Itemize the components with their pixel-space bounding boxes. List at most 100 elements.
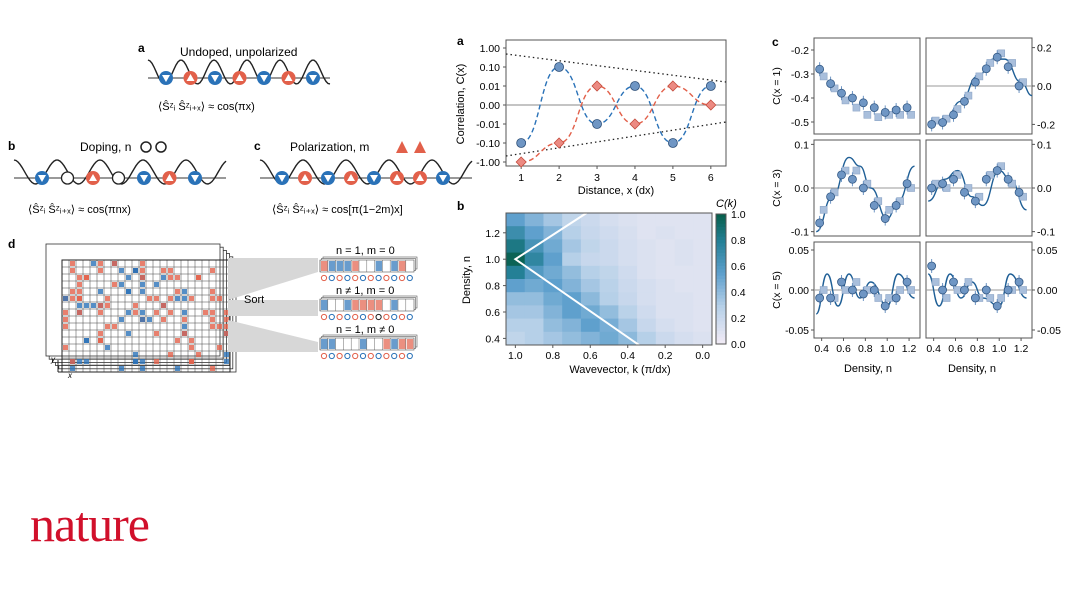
data-point-circle	[938, 118, 947, 127]
data-point-square	[885, 206, 894, 214]
strip-site	[367, 300, 375, 310]
heatmap-cell	[674, 279, 694, 293]
strip-site	[328, 261, 336, 271]
spin-arrow	[89, 174, 97, 181]
spin-up-icon	[396, 141, 408, 153]
heatmap-cell	[655, 305, 676, 320]
heatmap-cell	[580, 226, 601, 240]
colorbar-frame	[715, 213, 727, 345]
data-point-square	[852, 166, 861, 175]
data-point-square	[907, 111, 915, 119]
strip-spin-marker	[336, 274, 343, 282]
heatmap-cell	[506, 213, 526, 227]
site-occupation	[182, 324, 187, 329]
data-point-circle	[949, 110, 958, 120]
strip-spin-marker	[391, 313, 398, 321]
spin-arrow	[278, 175, 286, 182]
strip-spin-marker	[352, 274, 359, 282]
heatmap-cell	[693, 213, 713, 227]
data-point-circle	[1003, 285, 1013, 295]
heatmap-cell	[618, 252, 638, 267]
site-occupation	[119, 282, 124, 287]
hole-circle	[60, 171, 75, 185]
y-tick-label: 0.6	[485, 307, 500, 319]
x-tick-label: 6	[708, 172, 714, 184]
site-occupation	[70, 289, 75, 294]
heatmap-cell	[655, 292, 676, 306]
spin-row-b	[35, 171, 202, 185]
panel: -0.2 -0.3 -0.4 -0.5 C(x = 1)	[771, 37, 921, 135]
site-occupation	[175, 296, 180, 301]
colorbar-label: C(k)	[716, 198, 737, 210]
site-occupation	[84, 359, 89, 364]
data-point-circle	[826, 79, 835, 88]
site-occupation	[154, 310, 159, 315]
spin-down-icon	[257, 71, 271, 85]
strip-spin-marker	[406, 274, 413, 282]
x-tick-label: 0.6	[836, 343, 851, 355]
spin-down-icon	[321, 171, 335, 185]
y-tick-label: -0.05	[1037, 325, 1061, 337]
data-point-circle	[837, 170, 846, 180]
data-point-square	[885, 294, 894, 302]
y-tick-label: 0.1	[794, 139, 809, 151]
x-tick-label: 1.0	[992, 343, 1007, 355]
heatmap-cell	[655, 239, 676, 254]
colorbar-tick-label: 0.4	[731, 287, 746, 299]
data-point-circle	[630, 81, 640, 91]
site-occupation	[133, 359, 138, 364]
site-occupation	[140, 275, 145, 280]
colorbar-segment	[716, 324, 726, 329]
data-point-circle	[880, 301, 890, 311]
panel-y-label: C(x = 5)	[771, 271, 783, 309]
data-point-circle	[826, 192, 835, 202]
colorbar: 1.0 0.8 0.6 0.4 0.2 0.0	[715, 209, 746, 351]
site-occupation	[98, 338, 103, 343]
site-occupation	[161, 275, 166, 280]
data-point-circle	[869, 285, 879, 295]
spin-row-c	[275, 171, 450, 185]
x-tick-label: 2	[556, 172, 562, 184]
strip-site	[360, 339, 367, 349]
data-point-circle	[992, 166, 1002, 175]
heatmap-cell	[506, 279, 526, 293]
data-point-circle	[592, 119, 602, 129]
spin-arrow	[301, 174, 309, 181]
strip-spin-marker	[328, 313, 335, 321]
site-occupation	[168, 296, 173, 301]
panel: 0.2 0.0 -0.2	[925, 37, 1055, 135]
heatmap-cell	[674, 305, 694, 320]
spin-up-icon	[413, 171, 427, 185]
data-point-square	[1019, 286, 1027, 294]
colorbar-segment	[716, 266, 726, 270]
colorbar-segment	[716, 262, 726, 267]
spin-up-icon	[162, 171, 177, 185]
colorbar-segment	[716, 253, 726, 257]
heatmap-cell	[693, 331, 713, 346]
schematic-a-title: Undoped, unpolarized	[180, 45, 297, 59]
heatmap-cell	[524, 305, 544, 320]
data-point-circle	[927, 183, 937, 193]
schematic-c: c Polarization, m ⟨Ŝᶻᵢ Ŝᶻᵢ₊ₓ⟩ ≈ cos[π(1−…	[254, 139, 473, 216]
spin-arrow	[370, 175, 378, 182]
spin-arrow	[439, 175, 447, 182]
heatmap-cell	[580, 239, 601, 254]
data-point-diamond	[667, 80, 679, 92]
colorbar-segment	[716, 240, 726, 244]
spin-down-icon	[208, 71, 222, 85]
site-occupation	[217, 345, 222, 350]
strip-site	[391, 261, 398, 271]
site-occupation	[189, 359, 194, 364]
heatmap-cells	[506, 212, 713, 346]
site-occupation	[112, 261, 117, 266]
colorbar-segment	[716, 223, 726, 228]
strip-spin-marker	[398, 352, 406, 360]
data-point-circle	[1003, 174, 1013, 184]
snapshot-stack	[45, 243, 237, 373]
site-occupation	[189, 296, 194, 301]
heatmap-cell	[580, 279, 601, 293]
data-point-square	[852, 278, 861, 286]
sorted-strips	[319, 256, 418, 360]
plot-frame	[505, 212, 713, 346]
data-point-circle	[1003, 62, 1013, 72]
